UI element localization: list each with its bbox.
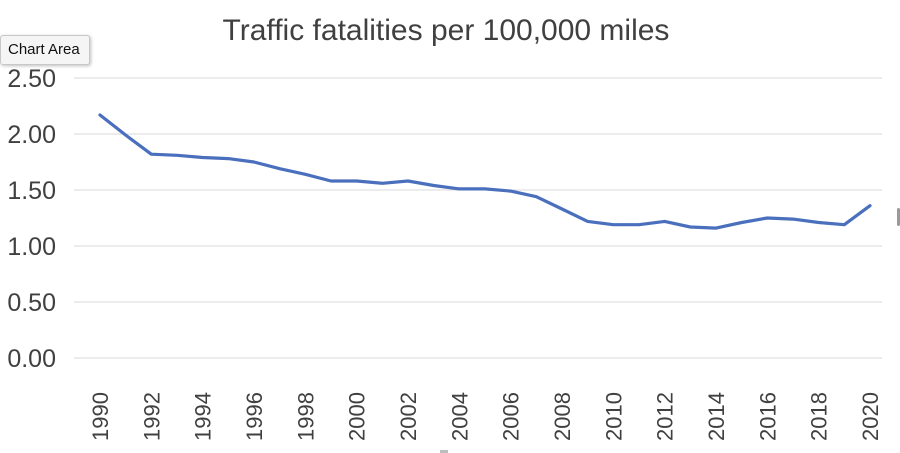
chart-title: Traffic fatalities per 100,000 miles (223, 14, 670, 47)
x-tick-label: 2004 (447, 392, 472, 441)
y-tick-label: 2.50 (7, 65, 56, 93)
x-tick-label: 2010 (601, 392, 626, 441)
series-layer (98, 113, 872, 230)
x-tick-label: 2008 (550, 392, 575, 441)
x-tick-label: 1996 (242, 392, 267, 441)
resize-handle-right[interactable] (897, 208, 900, 226)
x-axis-tick-labels: 1990 1992 1994 1996 1998 2000 2002 2004 2006 2008… (88, 392, 883, 441)
x-tick-label: 2020 (858, 392, 883, 441)
y-tick-label: 1.00 (7, 233, 56, 261)
x-tick-label: 2002 (396, 392, 421, 441)
resize-handle-bottom[interactable] (440, 450, 448, 453)
y-axis-tick-labels: 0.00 0.50 1.00 1.50 2.00 2.50 (7, 65, 56, 373)
x-tick-label: 1998 (293, 392, 318, 441)
x-tick-label: 2018 (807, 392, 832, 441)
x-tick-label: 1994 (191, 392, 216, 441)
y-tick-label: 1.50 (7, 177, 56, 205)
y-tick-label: 2.00 (7, 121, 56, 149)
x-tick-label: 2012 (653, 392, 678, 441)
x-tick-label: 1992 (139, 392, 164, 441)
x-tick-label: 2006 (499, 392, 524, 441)
x-tick-label: 2000 (345, 392, 370, 441)
x-tick-label: 1990 (88, 392, 113, 441)
gridlines (74, 77, 882, 359)
x-tick-label: 2014 (704, 392, 729, 441)
series-line-0 (98, 113, 872, 230)
y-tick-label: 0.00 (7, 345, 56, 373)
y-tick-label: 0.50 (7, 289, 56, 317)
chart-area-tooltip: Chart Area (0, 35, 90, 65)
x-tick-label: 2016 (755, 392, 780, 441)
